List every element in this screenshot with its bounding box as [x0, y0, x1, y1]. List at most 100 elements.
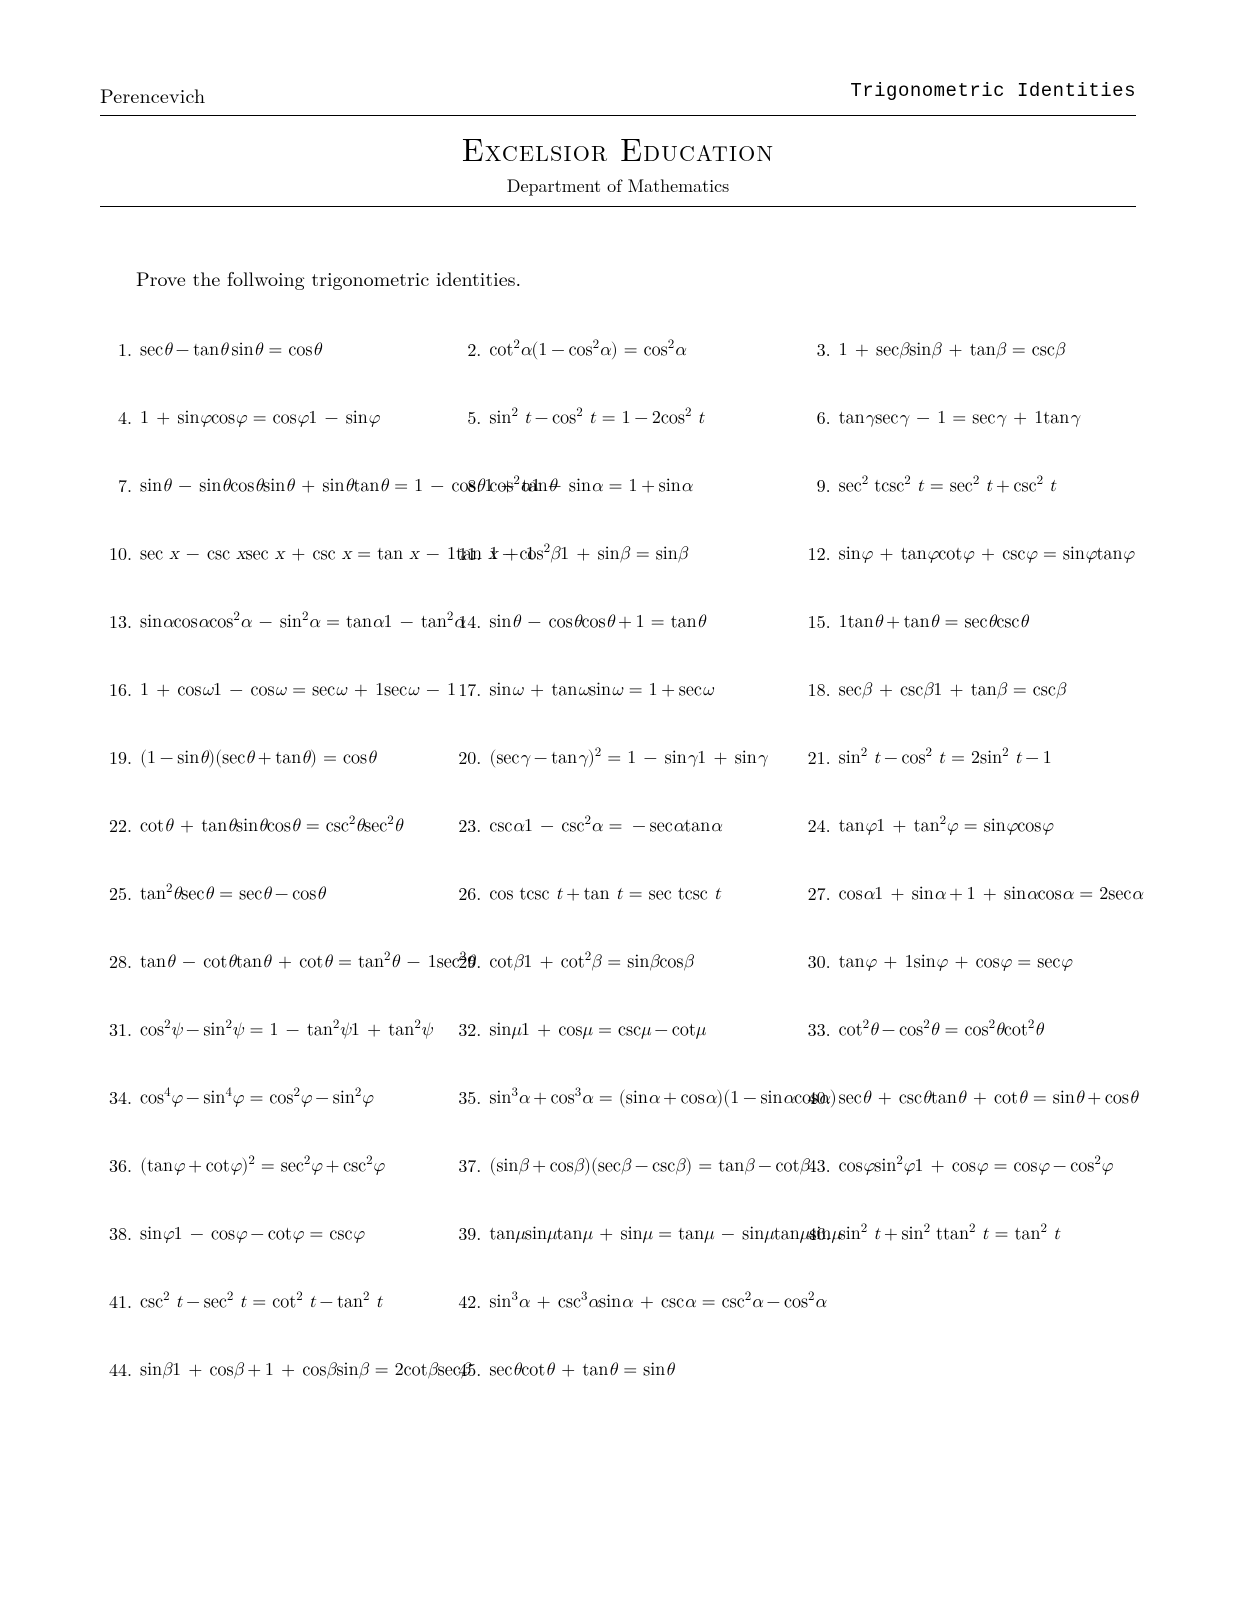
prompt-text: Prove the follwoing trigonometric identi… — [136, 263, 1136, 292]
problem-item: 17. sinω + tanωsinω = 1 + secω — [445, 656, 786, 724]
problem-number: 36. — [98, 1157, 132, 1176]
rule-top — [100, 115, 1136, 116]
problem-number: 22. — [98, 817, 132, 836]
problem-item: 41.csc2 t − sec2 t = cot2 t − tan2 t — [96, 1268, 437, 1336]
problem-item: 39.tanμsinμtanμ + sinμ = tanμ − sinμtanμ… — [445, 1200, 786, 1268]
problem-expression: cos4φ − sin4φ = cos2φ − sin2φ — [140, 1089, 373, 1108]
problem-item: 33. cot2θ − cos2θ = cos2θcot2θ — [795, 996, 1136, 1064]
problem-number: 16. — [98, 681, 132, 700]
problem-item: 8.cos2α1 − sinα = 1 + sinα — [445, 452, 786, 520]
problem-expression: sec2 tcsc2 t = sec2 t + csc2 t — [839, 477, 1056, 496]
problem-expression: cosφsin2φ1 + cosφ = cosφ − cos2φ — [839, 1157, 1113, 1176]
problem-number: 19. — [98, 749, 132, 768]
problem-expression: cos2ψ − sin2ψ = 1 − tan2ψ1 + tan2ψ — [140, 1021, 432, 1040]
problem-item: 9. sec2 tcsc2 t = sec2 t + csc2 t — [795, 452, 1136, 520]
problem-item: 43.cosφsin2φ1 + cosφ = cosφ − cos2φ — [795, 1132, 1136, 1200]
problem-number: 37. — [447, 1157, 481, 1176]
problem-expression: tan2θsecθ = secθ − cosθ — [140, 885, 325, 904]
problem-expression: csc2 t − sec2 t = cot2 t − tan2 t — [140, 1293, 382, 1312]
problem-item: 44.sinβ1 + cosβ + 1 + cosβsinβ = 2cotβse… — [96, 1336, 437, 1404]
problem-item: 3.1 + secβsinβ + tanβ = cscβ — [795, 316, 1136, 384]
problem-expression: cosα1 + sinα + 1 + sinαcosα = 2secα — [839, 885, 1143, 904]
problem-item: 1.secθ − tanθ sinθ = cosθ — [96, 316, 437, 384]
problem-item: 36. (tanφ + cotφ)2 = sec2φ + csc2φ — [96, 1132, 437, 1200]
problem-item: 26.cos tcsc t + tan t = sec tcsc t — [445, 860, 786, 928]
problem-list: 1.secθ − tanθ sinθ = cosθ4.1 + sinφcosφ … — [96, 316, 1136, 1404]
problem-item: 4.1 + sinφcosφ = cosφ1 − sinφ — [96, 384, 437, 452]
problem-item: 31.cos2ψ − sin2ψ = 1 − tan2ψ1 + tan2ψ — [96, 996, 437, 1064]
problem-expression: sinω + tanωsinω = 1 + secω — [489, 681, 713, 700]
title-main: Excelsior Education — [100, 126, 1136, 171]
problem-expression: 1 + secβsinβ + tanβ = cscβ — [839, 341, 1065, 360]
rule-bottom — [100, 206, 1136, 207]
problem-number: 29. — [447, 953, 481, 972]
problem-item: 18. secβ + cscβ1 + tanβ = cscβ — [795, 656, 1136, 724]
problem-item: 25. tan2θsecθ = secθ − cosθ — [96, 860, 437, 928]
problem-number: 33. — [797, 1021, 831, 1040]
problem-item: 40.secθ + cscθtanθ + cotθ = sinθ + cosθ — [795, 1064, 1136, 1132]
problem-item: 29.cotβ1 + cot2β = sinβcosβ — [445, 928, 786, 996]
problem-item: 10.sec x − csc xsec x + csc x = tan x − … — [96, 520, 437, 588]
problem-expression: 1 + cosω1 − cosω = secω + 1secω − 1 — [140, 681, 456, 700]
problem-item: 11.1 − cos2β1 + sinβ = sinβ — [445, 520, 786, 588]
title-block: Excelsior Education Department of Mathem… — [100, 126, 1136, 198]
problem-number: 9. — [797, 477, 831, 496]
problem-number: 32. — [447, 1021, 481, 1040]
problem-expression: sin3α + cos3α = (sinα + cosα)(1 − sinαco… — [489, 1089, 836, 1108]
problem-number: 26. — [447, 885, 481, 904]
problem-item: 19.(1 − sinθ)(secθ + tanθ) = cosθ — [96, 724, 437, 792]
problem-number: 7. — [98, 477, 132, 496]
problem-number: 15. — [797, 613, 831, 632]
problem-expression: cot2θ − cos2θ = cos2θcot2θ — [839, 1021, 1043, 1040]
problem-number: 30. — [797, 953, 831, 972]
problem-expression: secθ + cscθtanθ + cotθ = sinθ + cosθ — [839, 1089, 1138, 1108]
problem-expression: sinαcosαcos2α − sin2α = tanα1 − tan2α — [140, 613, 465, 632]
problem-number: 34. — [98, 1089, 132, 1108]
problem-item: 7.sinθ − sinθcosθsinθ + sinθtanθ = 1 − c… — [96, 452, 437, 520]
problem-expression: (tanφ + cotφ)2 = sec2φ + csc2φ — [140, 1157, 384, 1176]
problem-number: 12. — [797, 545, 831, 564]
header-topic: Trigonometric Identities — [850, 80, 1136, 109]
problem-number: 14. — [447, 613, 481, 632]
problem-expression: 1 + sinφcosφ = cosφ1 − sinφ — [140, 409, 379, 428]
problem-number: 21. — [797, 749, 831, 768]
page-header: Perencevich Trigonometric Identities — [100, 80, 1136, 109]
problem-item: 15.1tanθ + tanθ = secθcscθ — [795, 588, 1136, 656]
problem-number: 8. — [447, 477, 481, 496]
problem-item: 27.cosα1 + sinα + 1 + sinαcosα = 2secα — [795, 860, 1136, 928]
problem-expression: tanφ + 1sinφ + cosφ = secφ — [839, 953, 1072, 972]
problem-item: 16.1 + cosω1 − cosω = secω + 1secω − 1 — [96, 656, 437, 724]
problem-number: 17. — [447, 681, 481, 700]
problem-expression: sinφ + tanφcotφ + cscφ = sinφtanφ — [839, 545, 1134, 564]
problem-number: 6. — [797, 409, 831, 428]
problem-expression: sin2 t + sin2 ttan2 t = tan2 t — [839, 1225, 1060, 1244]
problem-item: 22. cotθ + tanθsinθcosθ = csc2θsec2θ — [96, 792, 437, 860]
problem-item: 28.tanθ − cotθtanθ + cotθ = tan2θ − 1sec… — [96, 928, 437, 996]
problem-expression: cot2α(1 − cos2α) = cos2α — [489, 341, 685, 360]
problem-item: 5.sin2 t − cos2 t = 1 − 2cos2 t — [445, 384, 786, 452]
header-author: Perencevich — [100, 80, 205, 109]
problem-number: 27. — [797, 885, 831, 904]
problem-item: 34. cos4φ − sin4φ = cos2φ − sin2φ — [96, 1064, 437, 1132]
problem-expression: sin2 t − cos2 t = 1 − 2cos2 t — [489, 409, 704, 428]
problem-expression: tanγsecγ − 1 = secγ + 1tanγ — [839, 409, 1080, 428]
problem-number: 18. — [797, 681, 831, 700]
problem-expression: secβ + cscβ1 + tanβ = cscβ — [839, 681, 1066, 700]
problem-item: 12. sinφ + tanφcotφ + cscφ = sinφtanφ — [795, 520, 1136, 588]
problem-item: 32.sinμ1 + cosμ = cscμ − cotμ — [445, 996, 786, 1064]
problem-number: 28. — [98, 953, 132, 972]
problem-item: 42.sin3α + csc3αsinα + cscα = csc2α − co… — [445, 1268, 786, 1336]
problem-item: 37.(sinβ + cosβ)(secβ − cscβ) = tanβ − c… — [445, 1132, 786, 1200]
problem-number: 44. — [98, 1361, 132, 1380]
problem-number: 24. — [797, 817, 831, 836]
problem-number: 25. — [98, 885, 132, 904]
problem-item: 6. tanγsecγ − 1 = secγ + 1tanγ — [795, 384, 1136, 452]
problem-expression: (secγ − tanγ)2 = 1 − sinγ1 + sinγ — [489, 749, 767, 768]
title-sub: Department of Mathematics — [100, 173, 1136, 198]
problem-number: 38. — [98, 1225, 132, 1244]
problem-expression: cotθ + tanθsinθcosθ = csc2θsec2θ — [140, 817, 403, 836]
problem-item: 2. cot2α(1 − cos2α) = cos2α — [445, 316, 786, 384]
problem-number: 2. — [447, 341, 481, 360]
problem-item: 35.sin3α + cos3α = (sinα + cosα)(1 − sin… — [445, 1064, 786, 1132]
problem-expression: sin3α + csc3αsinα + cscα = csc2α − cos2α — [489, 1293, 826, 1312]
